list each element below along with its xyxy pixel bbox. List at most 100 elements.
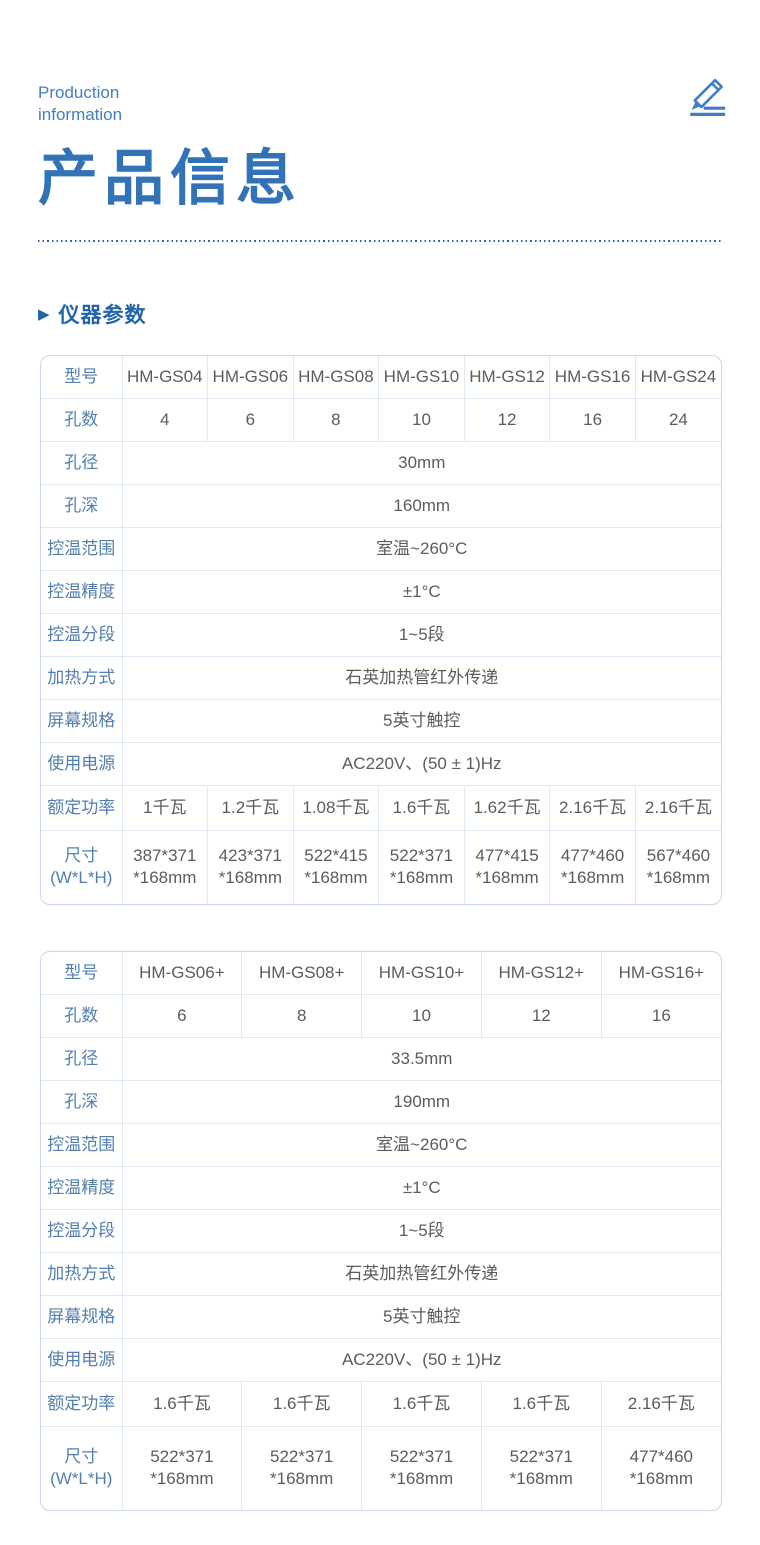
cell-model-4: HM-GS12 <box>464 355 551 399</box>
eyebrow-label: Production information <box>38 83 123 124</box>
cell-model-1: HM-GS06 <box>207 355 294 399</box>
row-label-power-supply: 使用电源 <box>41 742 123 786</box>
table-row-temp-range: 控温范围 室温~260°C <box>41 527 721 571</box>
table-row-hole-diameter: 孔径 33.5mm <box>41 1037 721 1081</box>
cell-rated-power-0: 1.6千瓦 <box>122 1381 243 1427</box>
cell-model-2: HM-GS08 <box>293 355 380 399</box>
cell-model-5: HM-GS16 <box>549 355 636 399</box>
cell-hole-depth-merged: 160mm <box>122 484 721 528</box>
cell-dimensions-2: 522*371 *168mm <box>361 1426 482 1510</box>
cell-model-3: HM-GS10 <box>378 355 465 399</box>
page-title: 产品信息 <box>38 145 302 212</box>
table-row-screen-spec: 屏幕规格 5英寸触控 <box>41 1295 721 1339</box>
cell-hole-count-5: 16 <box>549 398 636 442</box>
cell-model-0: HM-GS06+ <box>122 951 243 995</box>
table-row-power-supply: 使用电源 AC220V、(50 ± 1)Hz <box>41 742 721 786</box>
cell-rated-power-1: 1.2千瓦 <box>207 785 294 831</box>
spec-table-plus-grid: 型号 HM-GS06+ HM-GS08+ HM-GS10+ HM-GS12+ HM-GS1… <box>41 951 721 1510</box>
row-label-power-supply: 使用电源 <box>41 1338 123 1382</box>
row-label-hole-count: 孔数 <box>41 994 123 1038</box>
row-label-screen-spec: 屏幕规格 <box>41 699 123 743</box>
row-label-hole-depth: 孔深 <box>41 484 123 528</box>
table-row-heating-method: 加热方式 石英加热管红外传递 <box>41 1252 721 1296</box>
cell-rated-power-5: 2.16千瓦 <box>549 785 636 831</box>
table-row-temp-accuracy: 控温精度 ±1°C <box>41 570 721 614</box>
table-row-rated-power: 额定功率 1.6千瓦 1.6千瓦 1.6千瓦 1.6千瓦 2.16千瓦 <box>41 1381 721 1427</box>
cell-dimensions-6: 567*460 *168mm <box>646 846 711 888</box>
spec-table-standard: 型号 HM-GS04 HM-GS06 HM-GS08 HM-GS10 HM-GS12 HM-… <box>40 354 722 905</box>
cell-temp-accuracy-merged: ±1°C <box>122 1166 721 1210</box>
row-label-hole-diameter: 孔径 <box>41 441 123 485</box>
cell-dimensions-4: 477*460 *168mm <box>629 1447 694 1489</box>
cell-hole-depth-merged: 190mm <box>122 1080 721 1124</box>
cell-hole-count-3: 12 <box>481 994 602 1038</box>
cell-rated-power-2: 1.08千瓦 <box>293 785 380 831</box>
row-label-heating-method: 加热方式 <box>41 656 123 700</box>
cell-model-3: HM-GS12+ <box>481 951 602 995</box>
cell-rated-power-4: 1.62千瓦 <box>464 785 551 831</box>
cell-hole-diameter-merged: 30mm <box>122 441 721 485</box>
cell-power-supply-merged: AC220V、(50 ± 1)Hz <box>122 1338 721 1382</box>
cell-temp-segments-merged: 1~5段 <box>122 1209 721 1253</box>
cell-power-supply-merged: AC220V、(50 ± 1)Hz <box>122 742 721 786</box>
row-label-rated-power: 额定功率 <box>41 1381 123 1427</box>
row-label-hole-count: 孔数 <box>41 398 123 442</box>
cell-dimensions-2: 522*415 *168mm <box>293 830 380 904</box>
triangle-arrow-icon: ▶ <box>38 306 50 323</box>
row-label-heating-method: 加热方式 <box>41 1252 123 1296</box>
cell-hole-count-1: 6 <box>207 398 294 442</box>
cell-temp-range-merged: 室温~260°C <box>122 1123 721 1167</box>
row-label-temp-accuracy: 控温精度 <box>41 570 123 614</box>
cell-hole-count-2: 10 <box>361 994 482 1038</box>
table-row-heating-method: 加热方式 石英加热管红外传递 <box>41 656 721 700</box>
table-row-dimensions: 尺寸 (W*L*H) 387*371 *168mm 423*371 *168mm 52… <box>41 830 721 904</box>
cell-temp-range-merged: 室温~260°C <box>122 527 721 571</box>
row-label-hole-depth: 孔深 <box>41 1080 123 1124</box>
cell-hole-count-1: 8 <box>241 994 363 1038</box>
row-label-model: 型号 <box>41 355 123 399</box>
row-label-temp-accuracy: 控温精度 <box>41 1166 123 1210</box>
table-row-dimensions: 尺寸 (W*L*H) 522*371 *168mm 522*371 *168mm 52… <box>41 1426 721 1510</box>
cell-hole-count-0: 6 <box>122 994 243 1038</box>
cell-screen-spec-merged: 5英寸触控 <box>122 699 721 743</box>
cell-hole-count-4: 16 <box>601 994 721 1038</box>
row-label-temp-segments: 控温分段 <box>41 613 123 657</box>
table-row-rated-power: 额定功率 1千瓦 1.2千瓦 1.08千瓦 1.6千瓦 1.62千瓦 2.16千瓦 2.16千… <box>41 785 721 831</box>
cell-rated-power-6: 2.16千瓦 <box>635 785 721 831</box>
table-row-hole-diameter: 孔径 30mm <box>41 441 721 485</box>
row-label-temp-segments: 控温分段 <box>41 1209 123 1253</box>
cell-dimensions-0: 522*371 *168mm <box>122 1426 243 1510</box>
cell-hole-diameter-merged: 33.5mm <box>122 1037 721 1081</box>
table-row-hole-count: 孔数 6 8 10 12 16 <box>41 994 721 1038</box>
table-row-hole-depth: 孔深 160mm <box>41 484 721 528</box>
cell-screen-spec-merged: 5英寸触控 <box>122 1295 721 1339</box>
cell-hole-count-6: 24 <box>635 398 721 442</box>
cell-rated-power-0: 1千瓦 <box>122 785 209 831</box>
row-label-temp-range: 控温范围 <box>41 1123 123 1167</box>
cell-model-2: HM-GS10+ <box>361 951 482 995</box>
row-label-model: 型号 <box>41 951 123 995</box>
table-row-hole-depth: 孔深 190mm <box>41 1080 721 1124</box>
cell-hole-count-3: 10 <box>378 398 465 442</box>
cell-heating-method-merged: 石英加热管红外传递 <box>122 1252 721 1296</box>
cell-model-1: HM-GS08+ <box>241 951 363 995</box>
cell-dimensions-3: 522*371 *168mm <box>378 830 465 904</box>
cell-hole-count-4: 12 <box>464 398 551 442</box>
row-label-rated-power: 额定功率 <box>41 785 123 831</box>
cell-rated-power-3: 1.6千瓦 <box>378 785 465 831</box>
section-header: ▶ 仪器参数 <box>38 299 722 329</box>
row-label-screen-spec: 屏幕规格 <box>41 1295 123 1339</box>
table-row-temp-segments: 控温分段 1~5段 <box>41 613 721 657</box>
cell-dimensions-3: 522*371 *168mm <box>481 1426 602 1510</box>
cell-dimensions-5: 477*460 *168mm <box>549 830 636 904</box>
cell-temp-accuracy-merged: ±1°C <box>122 570 721 614</box>
dotted-divider <box>38 239 722 242</box>
table-row-temp-segments: 控温分段 1~5段 <box>41 1209 721 1253</box>
pencil-edit-icon <box>686 74 730 124</box>
cell-rated-power-2: 1.6千瓦 <box>361 1381 482 1427</box>
spec-table-plus: 型号 HM-GS06+ HM-GS08+ HM-GS10+ HM-GS12+ HM-GS1… <box>40 950 722 1511</box>
table-row-power-supply: 使用电源 AC220V、(50 ± 1)Hz <box>41 1338 721 1382</box>
cell-temp-segments-merged: 1~5段 <box>122 613 721 657</box>
cell-heating-method-merged: 石英加热管红外传递 <box>122 656 721 700</box>
